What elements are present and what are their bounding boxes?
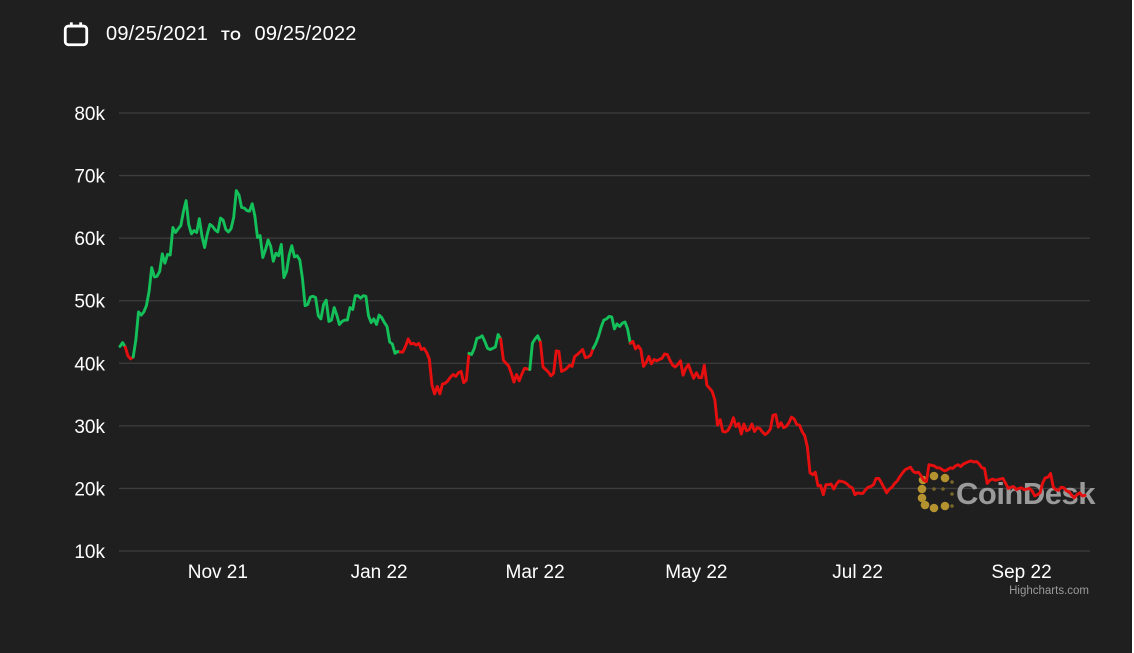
x-axis-label-may-22: May 22 <box>665 562 727 583</box>
coindesk-watermark: CoinDesk <box>917 471 1097 513</box>
date-range-separator: TO <box>221 27 242 43</box>
x-axis-label-mar-22: Mar 22 <box>506 562 565 583</box>
price-line-segment-down-3 <box>398 337 471 396</box>
coindesk-watermark-label: CoinDesk <box>956 476 1096 511</box>
price-line-segment-down-9 <box>628 339 1087 500</box>
x-axis-label-nov-21: Nov 21 <box>188 562 248 583</box>
page-edge <box>1132 0 1134 653</box>
y-axis-label-20k: 20k <box>74 479 105 500</box>
y-axis-label-70k: 70k <box>74 167 105 188</box>
y-axis-label-50k: 50k <box>74 292 105 313</box>
y-axis-label-80k: 80k <box>74 104 105 125</box>
price-line-segment-up-6 <box>528 334 542 371</box>
y-axis-label-30k: 30k <box>74 417 105 438</box>
x-axis-label-jul-22: Jul 22 <box>832 562 883 583</box>
price-line-segment-up-4 <box>467 333 503 356</box>
price-line-segment-up-2 <box>131 189 402 359</box>
date-from[interactable]: 09/25/2021 <box>106 22 209 45</box>
price-line-segment-down-1 <box>123 345 135 361</box>
y-axis-label-60k: 60k <box>74 229 105 250</box>
x-axis-label-jan-22: Jan 22 <box>351 562 408 583</box>
date-range-picker[interactable]: 09/25/2021 TO 09/25/2022 <box>62 20 357 48</box>
y-axis-label-40k: 40k <box>74 354 105 375</box>
calendar-icon[interactable] <box>62 20 90 48</box>
price-line-segment-down-7 <box>538 340 595 378</box>
x-axis-label-sep-22: Sep 22 <box>991 562 1051 583</box>
price-line-segment-down-5 <box>499 337 532 384</box>
y-axis-label-10k: 10k <box>74 542 105 563</box>
price-line-segment-up-8 <box>591 314 632 350</box>
price-line-segment-up-0 <box>118 341 127 349</box>
highcharts-credit-link[interactable]: Highcharts.com <box>1009 585 1089 597</box>
date-to[interactable]: 09/25/2022 <box>254 22 357 45</box>
